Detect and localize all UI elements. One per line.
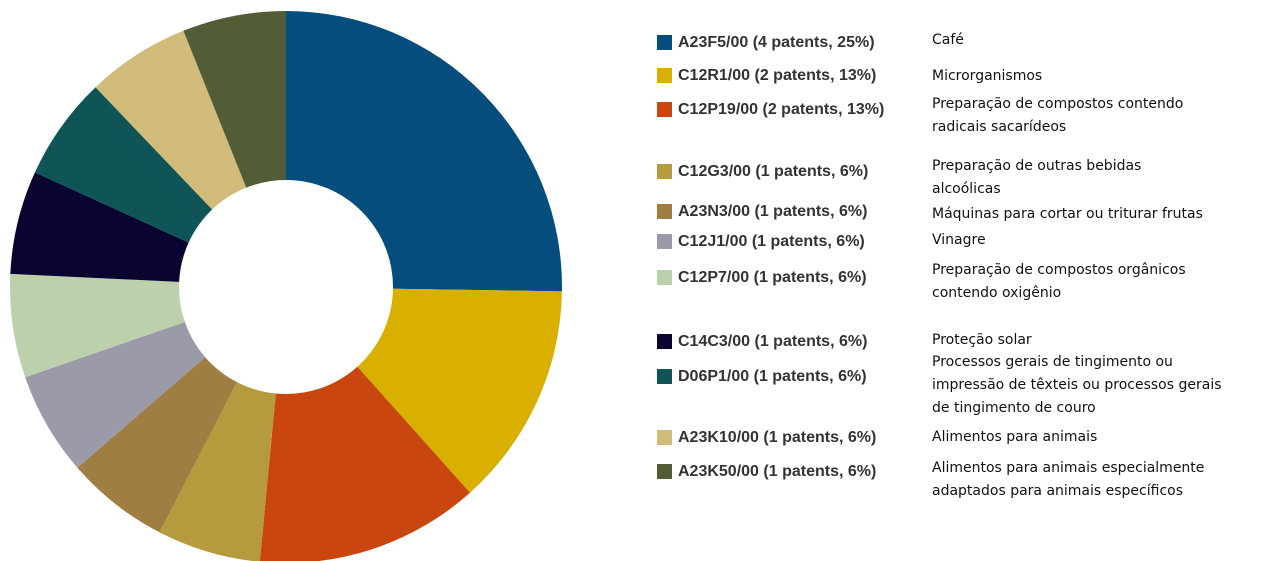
legend-label: C12R1/00 (2 patents, 13%): [678, 67, 876, 84]
legend-swatch: [657, 68, 672, 83]
legend-description: Alimentos para animais: [932, 429, 1097, 445]
legend-label: C14C3/00 (1 patents, 6%): [678, 333, 867, 350]
slice: [25, 321, 206, 468]
legend-description: Café: [932, 32, 964, 48]
legend-swatch: [657, 464, 672, 479]
legend-label: C12P19/00 (2 patents, 13%): [678, 101, 884, 118]
legend-description: Máquinas para cortar ou triturar frutas: [932, 206, 1203, 222]
legend-swatch: [657, 270, 672, 285]
legend-label: A23F5/00 (4 patents, 25%): [678, 34, 875, 51]
legend-description: adaptados para animais específicos: [932, 483, 1183, 499]
legend-label: C12G3/00 (1 patents, 6%): [678, 163, 868, 180]
legend-label: C12P7/00 (1 patents, 6%): [678, 269, 867, 286]
legend-description: contendo oxigênio: [932, 285, 1061, 301]
legend-description: radicais sacarídeos: [932, 119, 1066, 135]
slice: [159, 382, 276, 561]
slice: [77, 357, 237, 533]
legend-swatch: [657, 369, 672, 384]
slice: [286, 11, 562, 292]
legend-label: D06P1/00 (1 patents, 6%): [678, 368, 867, 385]
legend-swatch: [657, 234, 672, 249]
legend-swatch: [657, 430, 672, 445]
legend-description: Microrganismos: [932, 68, 1042, 84]
slice: [9, 273, 185, 378]
legend-swatch: [657, 204, 672, 219]
legend-description: Preparação de outras bebidas: [932, 158, 1141, 174]
legend-description: Processos gerais de tingimento ou: [932, 354, 1173, 370]
legend-label: A23K50/00 (1 patents, 6%): [678, 463, 876, 480]
legend-description: Preparação de compostos orgânicos: [932, 262, 1186, 278]
legend-swatch: [657, 102, 672, 117]
legend-label: C12J1/00 (1 patents, 6%): [678, 233, 865, 250]
legend-description: de tingimento de couro: [932, 400, 1096, 416]
slice: [259, 366, 471, 561]
legend-description: impressão de têxteis ou processos gerais: [932, 377, 1222, 393]
slice: [357, 288, 562, 493]
legend-description: Proteção solar: [932, 332, 1032, 348]
slice: [34, 87, 213, 243]
legend-description: alcoólicas: [932, 181, 1001, 197]
legend-swatch: [657, 334, 672, 349]
legend-description: Vinagre: [932, 232, 986, 248]
legend-swatch: [657, 164, 672, 179]
legend-swatch: [657, 35, 672, 50]
legend-description: Preparação de compostos contendo: [932, 96, 1183, 112]
slice: [183, 11, 286, 188]
slice: [95, 30, 247, 210]
legend-label: A23K10/00 (1 patents, 6%): [678, 429, 876, 446]
slice: [10, 172, 189, 282]
legend-label: A23N3/00 (1 patents, 6%): [678, 203, 867, 220]
legend-description: Alimentos para animais especialmente: [932, 460, 1204, 476]
